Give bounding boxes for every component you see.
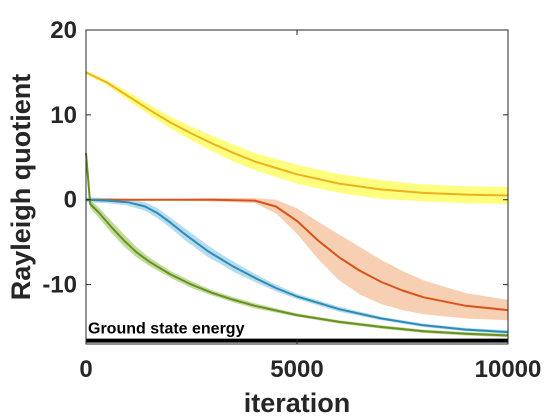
series-2-line: [86, 198, 509, 312]
series-1-line: [85, 71, 509, 197]
y-tick-label: 20: [50, 17, 77, 44]
axis-ticks: 0 5000 10000 -10 0 10 20: [42, 17, 541, 383]
y-tick-label: 10: [50, 102, 77, 129]
series-lines: [85, 71, 509, 337]
x-tick-label: 10000: [475, 356, 542, 383]
x-tick-label: 0: [79, 356, 92, 383]
y-tick-label: 0: [64, 187, 77, 214]
ground-state-label: Ground state energy: [88, 321, 245, 338]
series-3-line: [85, 198, 509, 334]
y-tick-label: -10: [42, 272, 77, 299]
x-axis-label: iteration: [244, 388, 351, 418]
series-1-band: [86, 70, 508, 204]
y-axis-label: Rayleigh quotient: [6, 74, 36, 301]
series-4-line: [85, 153, 509, 337]
x-tick-label: 5000: [270, 356, 323, 383]
